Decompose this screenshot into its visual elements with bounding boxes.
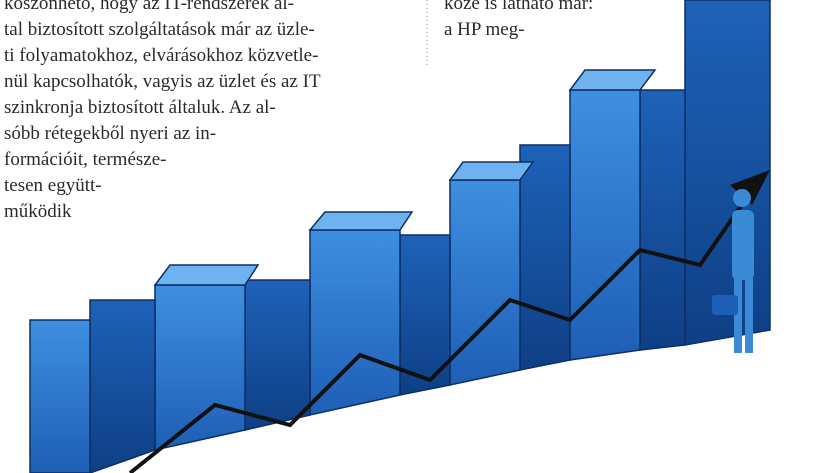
text-line: közé is látható már: — [444, 0, 593, 13]
text-line: szinkronja biztosított általuk. Az al- — [4, 98, 276, 117]
text-line: formációit, természe- — [4, 150, 166, 169]
text-line: működik — [4, 202, 72, 221]
text-line: ti folyamatokhoz, elvárásokhoz közvetle- — [4, 46, 318, 65]
text-line: a HP meg- — [444, 20, 525, 39]
page: köszönhető, hogy az IT-rendszerek ál- ta… — [0, 0, 838, 473]
text-line: köszönhető, hogy az IT-rendszerek ál- — [4, 0, 294, 13]
text-line: tesen együtt- — [4, 176, 102, 195]
text-line: nül kapcsolhatók, vagyis az üzlet és az … — [4, 72, 321, 91]
text-line: tal biztosított szolgáltatások már az üz… — [4, 20, 315, 39]
text-line: sóbb rétegekből nyeri az in- — [4, 124, 216, 143]
